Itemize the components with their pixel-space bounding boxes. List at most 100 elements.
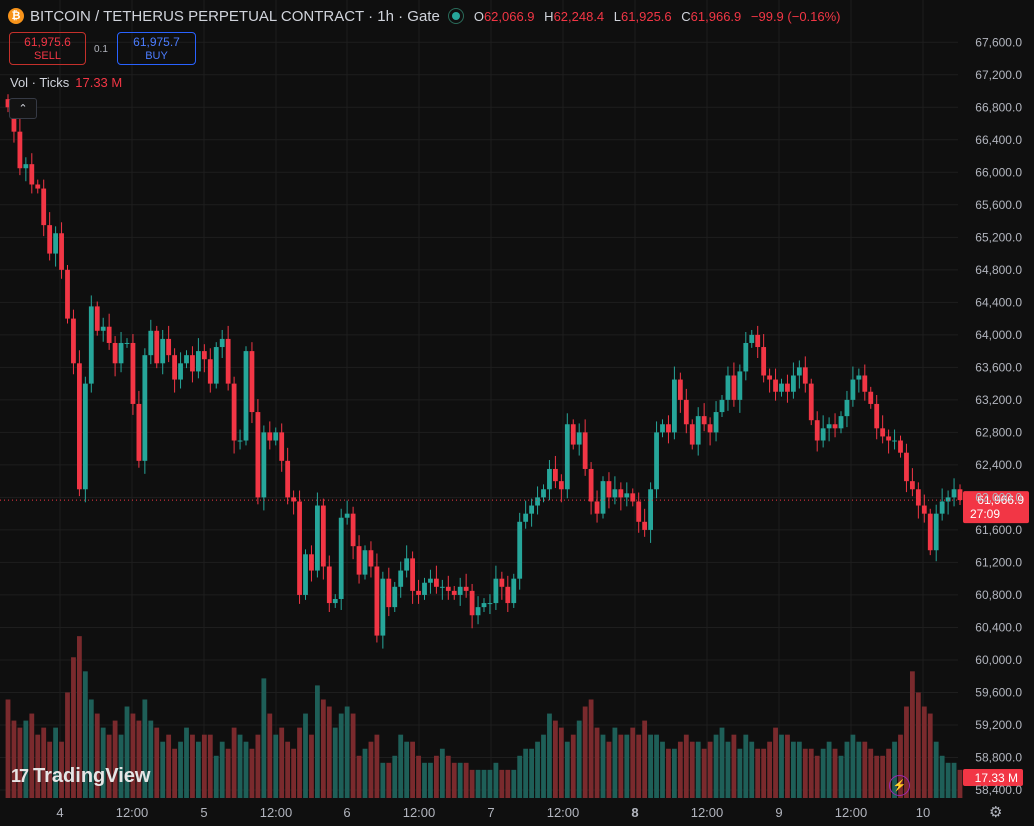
countdown-label: 27:09 bbox=[970, 507, 1000, 521]
volume-bar bbox=[309, 734, 314, 798]
volume-bar bbox=[219, 741, 225, 798]
candle-body bbox=[773, 379, 778, 392]
candle-body bbox=[564, 424, 570, 490]
buy-price: 61,975.7 bbox=[133, 34, 180, 49]
candle-body bbox=[77, 363, 82, 490]
candle-body bbox=[755, 334, 761, 348]
candle-body bbox=[499, 578, 505, 587]
volume-bar bbox=[773, 727, 778, 798]
volume-bar bbox=[618, 734, 624, 798]
volume-badge-label: 17.33 M bbox=[975, 771, 1018, 785]
volume-bar bbox=[231, 727, 237, 798]
volume-bar bbox=[94, 713, 100, 798]
price-tick-label: 65,200.0 bbox=[975, 230, 1022, 244]
volume-bar bbox=[523, 748, 529, 798]
candle-body bbox=[5, 99, 11, 108]
volume-bar bbox=[487, 769, 493, 798]
candle-body bbox=[303, 554, 308, 595]
settings-icon[interactable]: ⚙ bbox=[989, 803, 1002, 821]
volume-bar bbox=[677, 741, 683, 798]
volume-bar bbox=[814, 755, 820, 798]
volume-bar bbox=[541, 734, 546, 798]
candle-body bbox=[838, 416, 844, 429]
volume-bar bbox=[672, 748, 677, 798]
volume-bar bbox=[65, 692, 70, 798]
candle-body bbox=[945, 497, 951, 502]
candle-body bbox=[243, 351, 249, 441]
candle-body bbox=[398, 570, 404, 587]
candle-body bbox=[445, 586, 451, 591]
candle-body bbox=[558, 481, 564, 490]
volume-bar bbox=[666, 748, 671, 798]
buy-button[interactable]: 61,975.7 BUY bbox=[117, 32, 196, 65]
ohlc-high-value: 62,248.4 bbox=[553, 8, 605, 24]
volume-bar bbox=[725, 741, 731, 798]
candle-body bbox=[112, 342, 118, 364]
ohlc-close-value: 61,966.9 bbox=[690, 8, 742, 24]
candle-body bbox=[862, 375, 868, 392]
volume-bar bbox=[785, 734, 790, 798]
volume-bar bbox=[933, 741, 939, 798]
volume-bar bbox=[701, 748, 707, 798]
tradingview-logo[interactable]: 17 TradingView bbox=[11, 765, 150, 788]
volume-bar bbox=[130, 713, 136, 798]
volume-bar bbox=[136, 720, 142, 798]
candle-body bbox=[553, 468, 558, 482]
volume-bar bbox=[160, 741, 166, 798]
volume-bar bbox=[106, 734, 112, 798]
last-price-label: 61,966.9 bbox=[977, 493, 1024, 507]
price-tick-label: 66,800.0 bbox=[975, 100, 1022, 114]
volume-bar bbox=[184, 727, 189, 798]
candle-body bbox=[273, 432, 279, 441]
volume-bar bbox=[791, 741, 796, 798]
time-tick-label: 12:00 bbox=[403, 805, 436, 820]
sell-label: SELL bbox=[34, 49, 61, 62]
volume-bar bbox=[582, 706, 588, 798]
volume-bar bbox=[166, 734, 172, 798]
candle-body bbox=[624, 493, 630, 498]
candle-body bbox=[201, 351, 207, 360]
symbol-title[interactable]: BITCOIN / TETHERUS PERPETUAL CONTRACT · … bbox=[30, 7, 440, 25]
candle-body bbox=[904, 452, 909, 482]
price-tick-label: 67,200.0 bbox=[975, 68, 1022, 82]
volume-bar bbox=[553, 720, 558, 798]
last-price-line: 61,966.927:09 17.33 M bbox=[0, 491, 1029, 786]
candle-body bbox=[535, 497, 540, 506]
volume-bar bbox=[469, 769, 475, 798]
candle-body bbox=[434, 578, 439, 587]
price-tick-label: 63,200.0 bbox=[975, 393, 1022, 407]
candle-body bbox=[166, 338, 172, 356]
candle-body bbox=[582, 432, 588, 469]
volume-bar bbox=[362, 748, 368, 798]
volume-bar bbox=[457, 762, 463, 798]
volume-bar bbox=[689, 741, 695, 798]
volume-bar bbox=[683, 734, 689, 798]
candle-body bbox=[737, 371, 743, 400]
volume-bar bbox=[29, 713, 35, 798]
candle-body bbox=[713, 412, 719, 433]
candle-body bbox=[196, 351, 201, 372]
candle-body bbox=[588, 468, 594, 502]
candle-body bbox=[594, 501, 600, 514]
candle-body bbox=[576, 432, 582, 445]
lightning-icon[interactable]: ⚡ bbox=[889, 775, 910, 796]
volume-bar bbox=[832, 748, 838, 798]
volume-bar bbox=[267, 713, 273, 798]
volume-legend[interactable]: Vol · Ticks 17.33 M bbox=[10, 75, 122, 90]
volume-bar bbox=[642, 720, 648, 798]
sell-button[interactable]: 61,975.6 SELL bbox=[9, 32, 86, 65]
candle-body bbox=[927, 513, 933, 551]
volume-bar bbox=[190, 734, 195, 798]
candle-body bbox=[392, 586, 398, 608]
candle-body bbox=[481, 603, 487, 608]
volume-bar bbox=[880, 755, 886, 798]
candle-body bbox=[17, 131, 23, 169]
price-tick-label: 59,600.0 bbox=[975, 685, 1022, 699]
volume-bar bbox=[755, 748, 761, 798]
volume-bar bbox=[493, 762, 499, 798]
collapse-legend-button[interactable]: ⌃ bbox=[9, 98, 37, 119]
candle-body bbox=[219, 338, 225, 348]
candle-body bbox=[231, 383, 237, 441]
price-tick-label: 65,600.0 bbox=[975, 198, 1022, 212]
